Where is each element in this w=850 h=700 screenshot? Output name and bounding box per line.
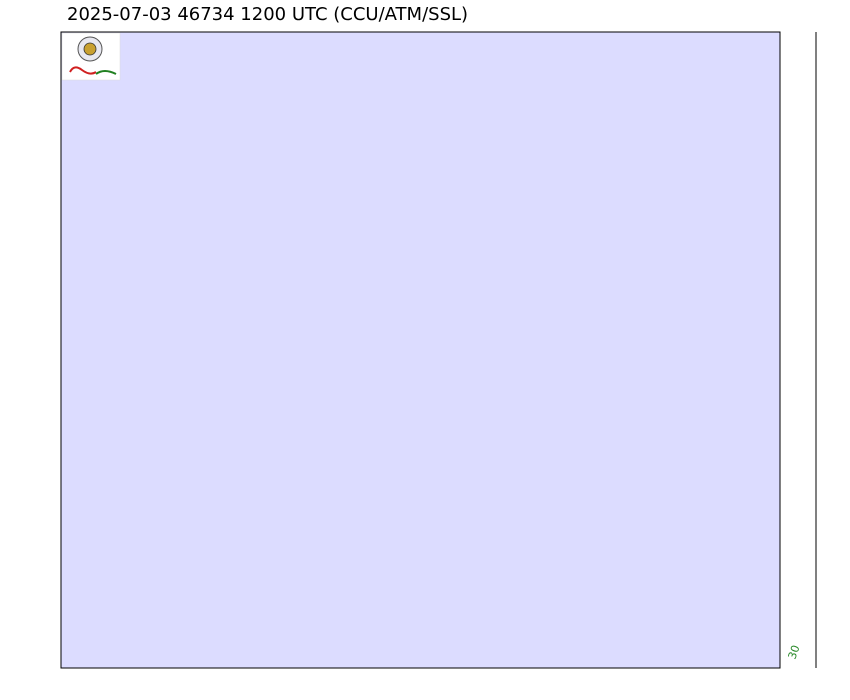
cold-region	[61, 32, 780, 668]
wind-barbs	[815, 32, 817, 668]
mixing-ratio-labels: 2.557.51015202530	[786, 643, 803, 661]
chart-title: 2025-07-03 46734 1200 UTC (CCU/ATM/SSL)	[67, 4, 469, 25]
plot-area: -15-12-9-6-3036912151821242730	[61, 32, 780, 668]
mixing-ratio-label: 30	[786, 643, 803, 661]
lab-logo	[61, 32, 121, 81]
plot-frame	[60, 31, 781, 669]
